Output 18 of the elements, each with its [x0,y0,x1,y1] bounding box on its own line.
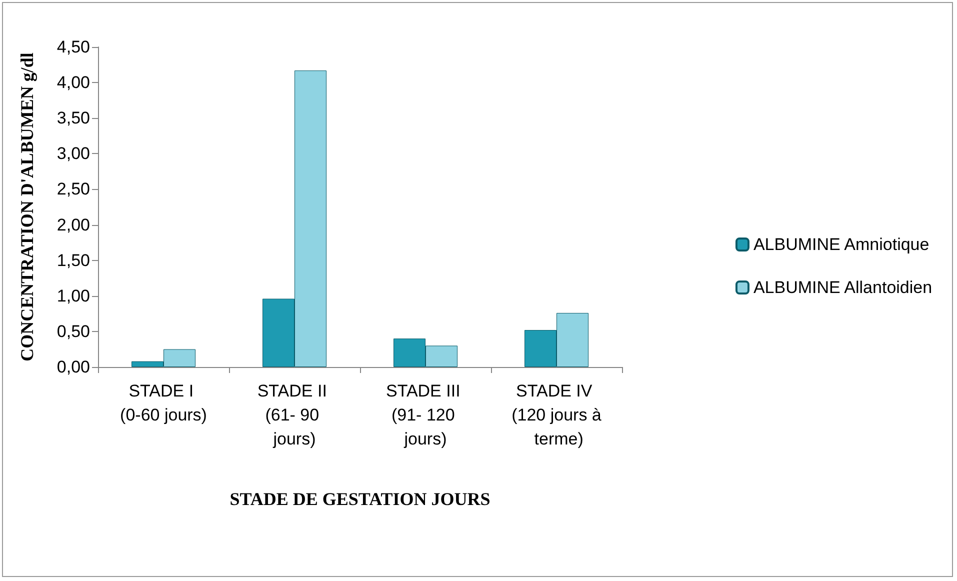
legend-label: ALBUMINE Amniotique [753,235,930,254]
y-axis-title: CONCENTRATION D'ALBUMEN g/dl [17,52,37,362]
y-tick-label: 0,00 [56,358,90,376]
legend-label: ALBUMINE Allantoidien [753,278,932,297]
y-tick-label: 3,50 [56,108,90,128]
y-tick-label: 0,50 [56,322,90,341]
x-tick-label: STADE I (0-60 jours) [120,382,207,424]
y-tick-label: 1,00 [56,286,90,306]
y-tick-label: 2,50 [56,180,90,199]
y-tick-label: 3,00 [56,144,90,164]
x-tick-label: STADE III (91- 120 jours) [386,382,466,448]
y-tick-label: 4,00 [56,73,90,92]
x-tick-label: STADE II (61- 90 jours) [257,382,332,448]
x-tick-label: STADE IV (120 jours à terme) [512,382,602,448]
y-tick-label: 2,00 [56,215,90,234]
y-tick-label: 1,50 [56,250,90,270]
x-axis-title: STADE DE GESTATION JOURS [230,489,490,509]
y-tick-label: 4,50 [56,38,90,56]
